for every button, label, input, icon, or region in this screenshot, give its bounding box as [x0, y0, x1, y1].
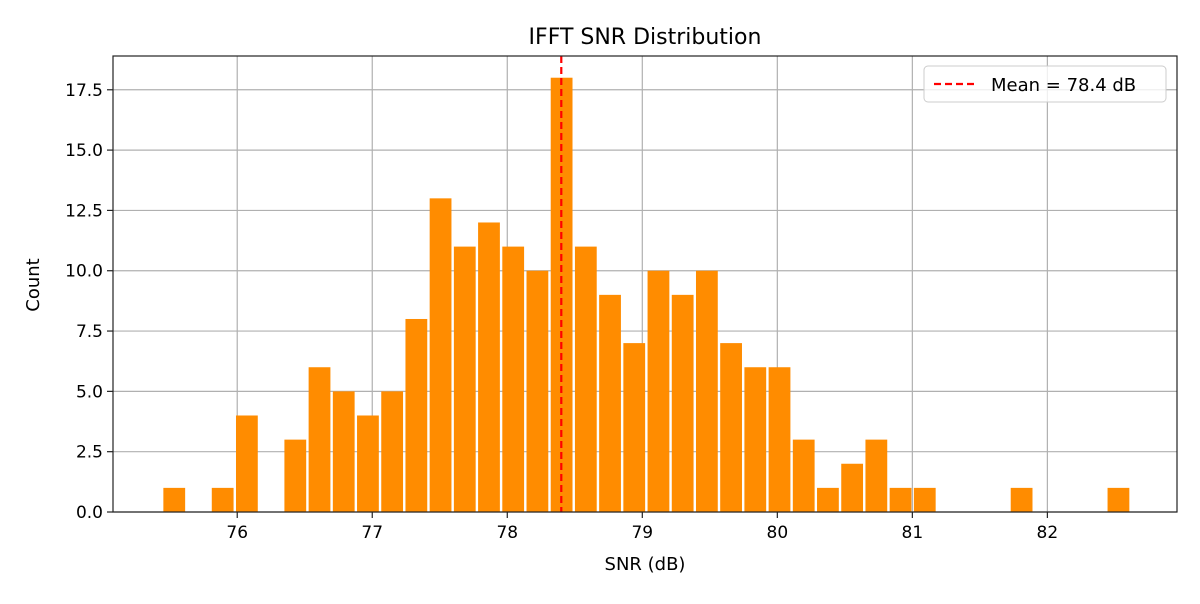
histogram-bar	[1107, 487, 1130, 512]
histogram-bar	[357, 415, 379, 512]
x-tick-label: 79	[631, 523, 653, 543]
histogram-bar	[453, 246, 476, 512]
histogram-bar	[478, 222, 500, 512]
histogram-bar	[574, 246, 597, 512]
x-tick-label: 81	[902, 523, 924, 543]
y-axis-label: Count	[23, 258, 44, 311]
histogram-bar	[744, 367, 767, 512]
histogram-bar	[768, 367, 791, 512]
x-tick-label: 80	[767, 523, 789, 543]
legend: Mean = 78.4 dB	[923, 65, 1167, 103]
histogram-bar	[163, 487, 186, 512]
histogram-bar	[913, 487, 936, 512]
histogram-bar	[308, 367, 331, 512]
x-tick-label: 78	[496, 523, 518, 543]
y-tick-label: 5.0	[76, 382, 103, 402]
x-axis-label: SNR (dB)	[605, 554, 686, 575]
y-tick-label: 2.5	[76, 443, 103, 463]
histogram-bar	[502, 246, 525, 512]
histogram-bar	[865, 439, 888, 512]
legend-box	[923, 65, 1167, 103]
histogram-bar	[792, 439, 815, 512]
histogram-bar	[623, 343, 646, 512]
y-tick-label: 15.0	[65, 141, 103, 161]
ticks: 76 77 78 79 80 81 82 0.0 2.5 5.0 7.5 10.0 12.5 15.0 17…	[65, 81, 1058, 543]
y-tick-label: 0.0	[76, 503, 103, 523]
histogram-bar	[381, 391, 404, 512]
y-tick-label: 12.5	[65, 201, 103, 221]
histogram-bar	[332, 391, 355, 512]
histogram-bar	[720, 343, 742, 512]
axes-frame	[112, 55, 1178, 513]
histogram-bar	[284, 439, 307, 512]
histogram-bar	[647, 270, 670, 512]
grid	[113, 56, 1177, 513]
histogram-bar	[695, 270, 718, 512]
legend-label: Mean = 78.4 dB	[991, 75, 1136, 96]
histogram-bar	[841, 463, 864, 512]
histogram-bar	[889, 487, 912, 512]
chart-title: IFFT SNR Distribution	[529, 25, 762, 50]
y-tick-label: 7.5	[76, 322, 103, 342]
x-tick-label: 82	[1037, 523, 1059, 543]
x-tick-label: 76	[226, 523, 248, 543]
histogram-bar	[817, 487, 839, 512]
histogram-bar	[235, 415, 258, 512]
histogram-bar	[599, 294, 621, 512]
y-tick-label: 17.5	[65, 81, 103, 101]
bars	[163, 77, 1130, 512]
histogram-bar	[405, 318, 428, 512]
histogram-bar	[1010, 487, 1033, 512]
histogram-bar	[671, 294, 694, 512]
histogram-bar	[429, 198, 452, 512]
y-tick-label: 10.0	[65, 262, 103, 282]
histogram-bar	[211, 487, 234, 512]
x-tick-label: 77	[361, 523, 383, 543]
histogram-bar	[526, 270, 549, 512]
histogram-bar	[550, 77, 573, 512]
